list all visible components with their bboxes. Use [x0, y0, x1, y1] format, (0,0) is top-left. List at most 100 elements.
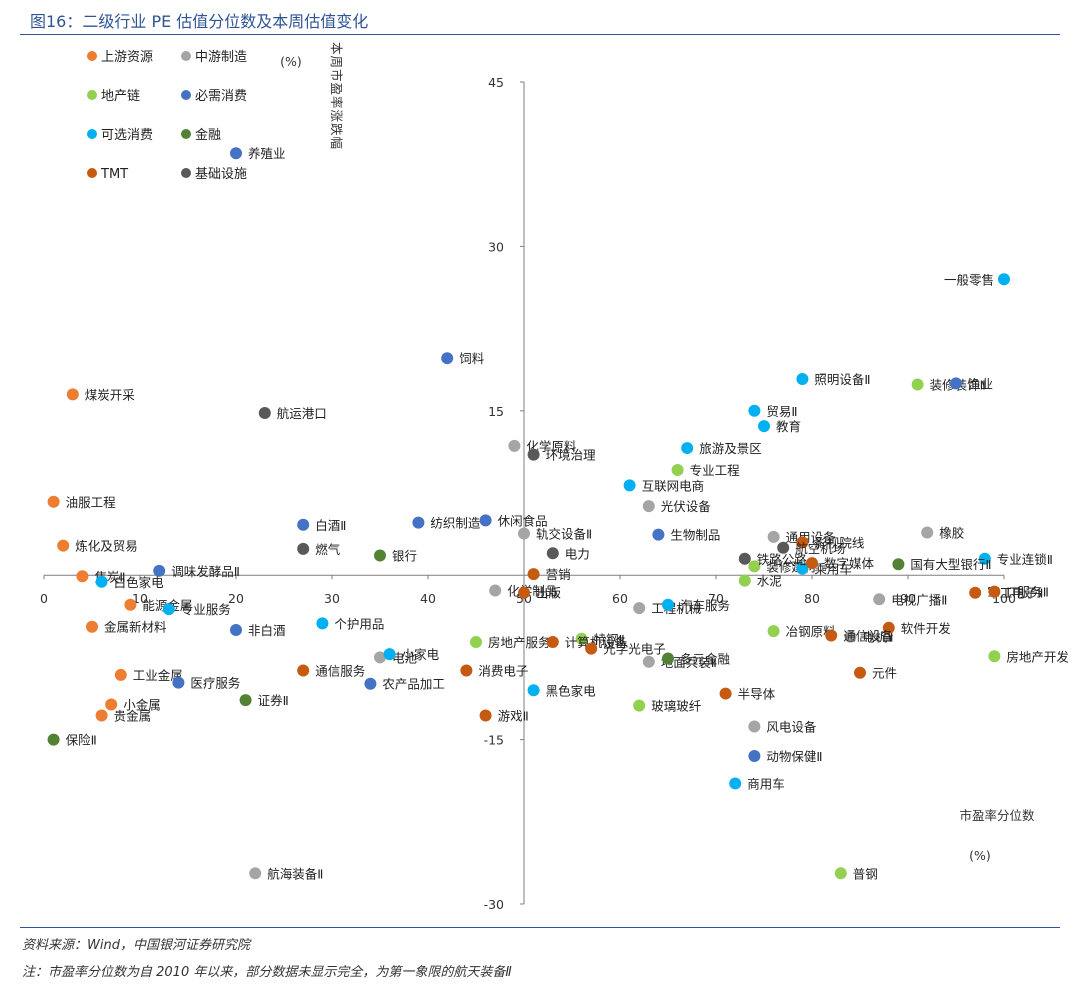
point-label: 生物制品: [670, 528, 720, 543]
data-point: [767, 625, 780, 638]
legend-label: 可选消费: [101, 128, 153, 143]
data-point: [796, 373, 809, 386]
data-point: [230, 624, 242, 636]
data-point: [374, 651, 386, 664]
data-point: [777, 541, 790, 554]
data-point: [527, 448, 540, 461]
data-point: [662, 652, 674, 665]
point-label: 休闲食品: [498, 513, 548, 528]
point-label: 玻璃玻纤: [651, 699, 702, 714]
point-label: 调味发酵品Ⅱ: [171, 564, 240, 579]
y-tick-label: -15: [484, 733, 504, 748]
legend-label: 中游制造: [195, 50, 247, 65]
point-label: 光学光电子: [603, 642, 666, 657]
point-label: 动物保健Ⅱ: [766, 749, 822, 764]
data-point: [796, 536, 809, 549]
point-label: 乘用车: [814, 562, 852, 577]
data-point: [633, 602, 646, 615]
point-label: 白酒Ⅱ: [315, 518, 346, 533]
legend-label: 地产链: [101, 89, 140, 104]
point-label: 电视广播Ⅱ: [891, 592, 947, 607]
point-label: 房地产开发: [1006, 649, 1069, 664]
data-point: [239, 694, 252, 707]
point-label: 航空机场: [795, 541, 845, 556]
data-point: [76, 570, 89, 583]
data-point: [489, 584, 502, 597]
legend-marker: [87, 168, 97, 178]
data-point: [258, 406, 271, 419]
data-point: [758, 420, 770, 433]
data-point: [316, 617, 329, 630]
point-label: 银行: [392, 548, 417, 563]
data-point: [479, 709, 492, 722]
point-label: 环境治理: [546, 448, 597, 463]
point-label: 互联网电商: [642, 478, 705, 493]
point-label: 航运港口: [277, 406, 327, 421]
data-point: [623, 479, 636, 492]
point-label: 软件开发: [901, 621, 952, 636]
x-tick-label: 0: [40, 591, 48, 606]
data-point: [124, 598, 137, 611]
data-point: [546, 636, 559, 649]
data-point: [633, 699, 646, 712]
point-label: 医疗服务: [190, 676, 240, 691]
point-label: 半导体: [738, 687, 776, 702]
point-label: 贸易Ⅱ: [766, 404, 797, 419]
data-point: [441, 352, 454, 365]
x-tick-label: 40: [420, 591, 436, 606]
chart-title: 图16：二级行业 PE 估值分位数及本周估值变化: [30, 12, 369, 31]
data-point: [806, 557, 818, 570]
y-tick-label: 45: [488, 75, 504, 90]
legend-marker: [87, 51, 97, 61]
data-point: [834, 867, 847, 880]
point-label: 影视院线: [814, 535, 865, 550]
point-label: 纺织制造: [430, 516, 481, 531]
point-label: 照明设备Ⅱ: [814, 372, 870, 387]
point-label: 通信设备: [843, 628, 894, 643]
data-point: [297, 542, 310, 555]
data-point: [86, 620, 98, 633]
point-label: 专业工程: [690, 463, 741, 478]
data-point: [652, 528, 665, 541]
point-label: 农产品加工: [382, 677, 445, 692]
legend-label: 金融: [195, 127, 221, 143]
point-label: 航海装备Ⅱ: [267, 866, 323, 881]
point-label: 专业服务: [181, 602, 231, 617]
data-point: [527, 684, 540, 697]
x-tick-label: 10: [132, 591, 148, 606]
x-tick-label: 80: [804, 591, 820, 606]
point-label: 营销: [546, 567, 571, 582]
legend-marker: [181, 168, 191, 178]
data-point: [47, 495, 60, 508]
point-label: 汽车服务: [680, 598, 730, 613]
x-tick-label: 30: [324, 591, 340, 606]
data-point: [988, 650, 1001, 663]
point-label: 游戏Ⅱ: [498, 708, 529, 723]
point-label: 工业金属: [133, 668, 183, 683]
data-point: [585, 642, 598, 655]
data-point: [57, 539, 70, 552]
data-point: [988, 585, 1001, 598]
legend-label: 必需消费: [195, 89, 247, 104]
point-label: 一般零售: [944, 272, 994, 287]
point-label: 计算机设备: [565, 635, 628, 650]
data-point: [748, 560, 761, 573]
legend-marker: [87, 129, 97, 139]
point-label: 非白酒: [248, 623, 286, 638]
legend-label: 基础设施: [195, 167, 247, 182]
data-point: [950, 377, 962, 390]
data-point: [671, 463, 684, 476]
data-point: [297, 518, 310, 531]
data-point: [95, 575, 108, 588]
point-label: 小金属: [123, 698, 161, 713]
point-label: 化学原料: [526, 439, 577, 454]
data-point: [844, 630, 857, 643]
footnote: 注：市盈率分位数为自 2010 年以来，部分数据未显示完全，为第一象限的航天装备…: [22, 965, 512, 980]
data-point: [748, 404, 761, 417]
data-point: [460, 664, 473, 677]
x-tick-label: 70: [708, 591, 724, 606]
data-point: [153, 564, 166, 577]
data-point: [748, 750, 761, 763]
